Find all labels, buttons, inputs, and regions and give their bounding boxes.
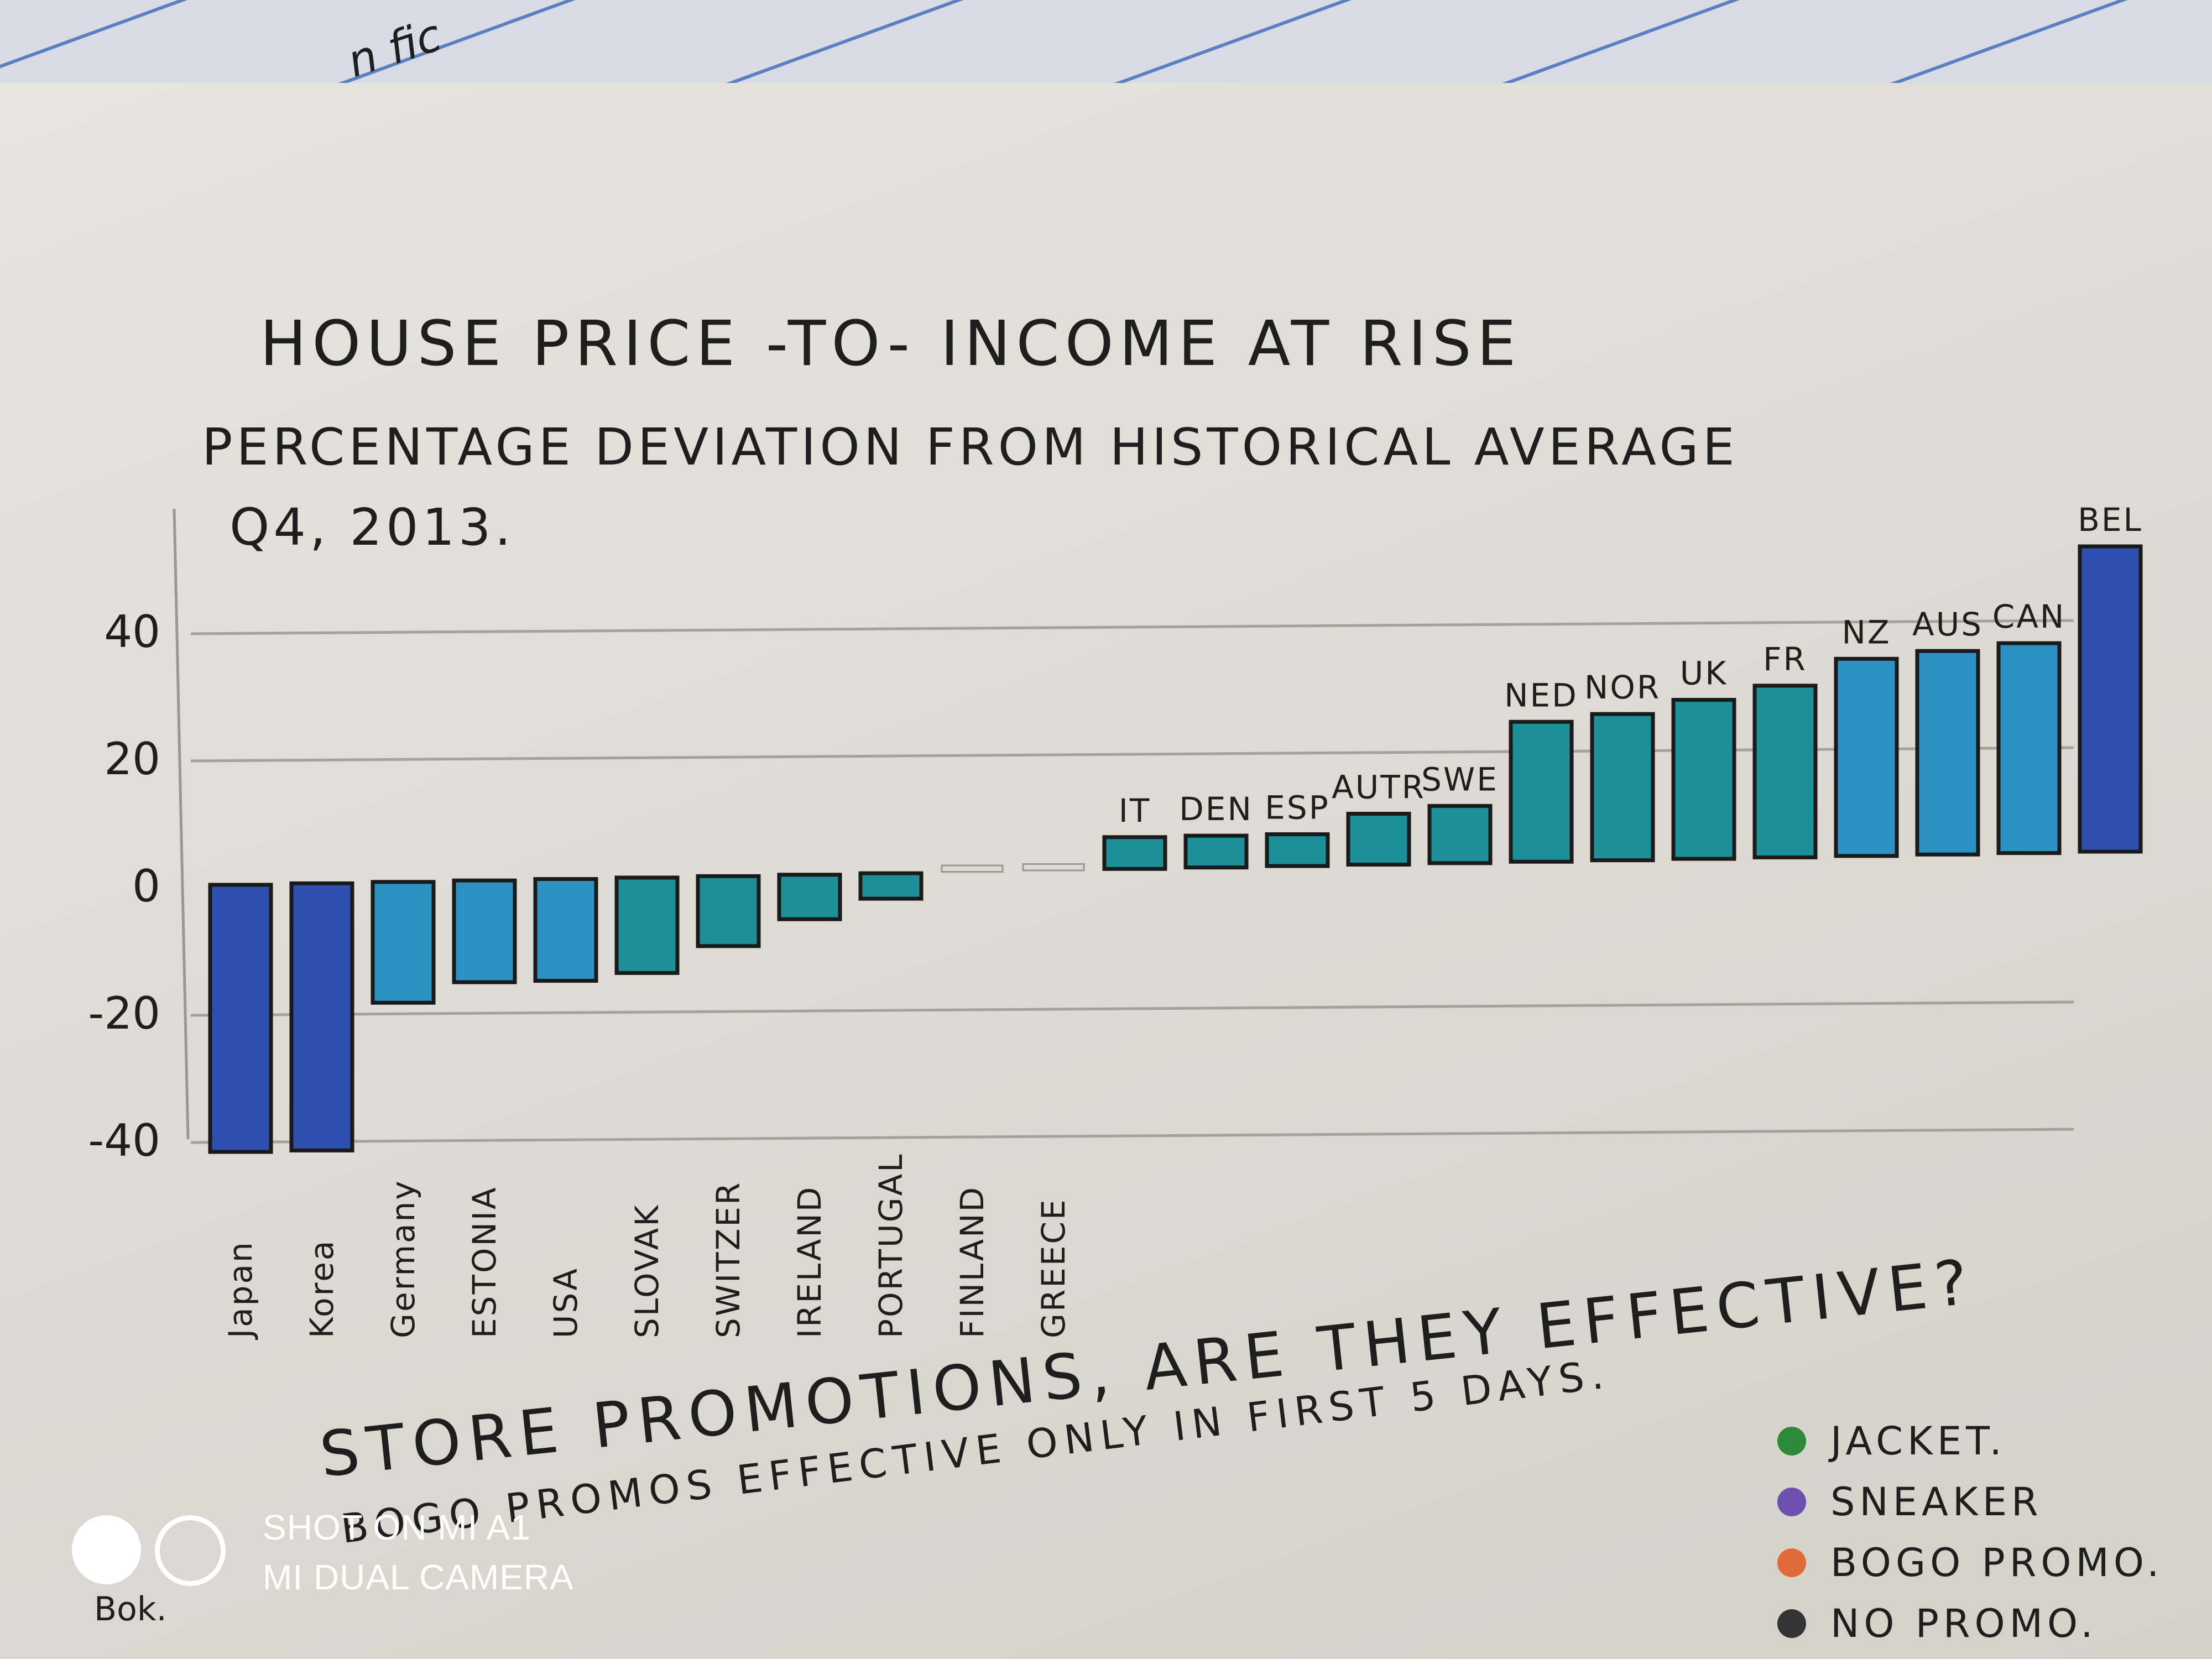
category-label: ESP <box>1265 789 1329 827</box>
y-tick-label: 0 <box>132 860 160 912</box>
legend-label: BOGO PROMO. <box>1830 1540 2163 1585</box>
bar <box>1915 649 1980 857</box>
category-label: ESTONIA <box>466 1186 503 1338</box>
category-label: SWE <box>1421 760 1499 798</box>
bar <box>1265 832 1330 868</box>
legend-label: JACKET. <box>1828 1418 2006 1464</box>
y-tick-label: -40 <box>88 1115 160 1166</box>
watermark-line-1: SHOT ON MI A1 <box>263 1507 531 1547</box>
legend-swatch <box>1777 1609 1806 1638</box>
category-label: AUTR <box>1332 768 1426 806</box>
bar <box>1022 863 1085 872</box>
category-label: UK <box>1680 655 1728 692</box>
category-label: FR <box>1763 640 1807 678</box>
chart-subtitle: PERCENTAGE DEVIATION FROM HISTORICAL AVE… <box>202 418 1739 477</box>
bar <box>1427 804 1493 865</box>
camera-ring-icon <box>155 1515 226 1586</box>
category-label: USA <box>547 1267 585 1338</box>
gridline <box>190 1000 2074 1017</box>
category-label: PORTUGAL <box>872 1152 910 1338</box>
bar <box>1509 719 1574 864</box>
top-sheet-fragment: n fic <box>341 9 447 88</box>
category-label: Japan <box>222 1240 259 1340</box>
y-tick-label: 40 <box>104 606 160 658</box>
bar <box>1346 811 1411 867</box>
category-label: SWITZER <box>709 1181 747 1338</box>
gridline <box>190 619 2074 635</box>
category-label: BEL <box>2078 501 2143 539</box>
legend-label: SNEAKER <box>1830 1479 2043 1525</box>
bar <box>289 881 354 1152</box>
y-tick-label: -20 <box>88 988 160 1039</box>
category-label: IRELAND <box>791 1186 828 1338</box>
legend-swatch <box>1777 1427 1806 1455</box>
bar <box>2078 544 2143 854</box>
bar <box>1590 712 1655 863</box>
legend-swatch <box>1777 1488 1806 1516</box>
notebook-page <box>0 83 2212 1659</box>
bar <box>1183 833 1249 870</box>
category-label: CAN <box>1992 598 2066 635</box>
camera-lens-icon <box>72 1515 141 1584</box>
bar <box>1102 835 1167 871</box>
y-axis-ticks: 40 20 0 -20 -40 <box>88 606 160 1166</box>
y-tick-label: 20 <box>104 733 160 785</box>
category-label: GREECE <box>1035 1198 1072 1338</box>
bar <box>1996 641 2062 855</box>
category-label: FINLAND <box>953 1186 991 1338</box>
category-label: Korea <box>303 1239 341 1338</box>
category-label: DEN <box>1179 790 1253 828</box>
category-label: IT <box>1119 792 1151 830</box>
bar <box>208 883 273 1154</box>
category-labels: Japan Korea Germany ESTONIA USA SLOVAK SWITZER… <box>222 501 2143 1340</box>
bars <box>208 544 2143 1154</box>
category-label: SLOVAK <box>628 1204 666 1338</box>
chart-title: HOUSE PRICE -TO- INCOME AT RISE <box>260 308 1521 380</box>
bar <box>1671 698 1736 861</box>
category-label: Germany <box>384 1179 422 1338</box>
legend-label: NO PROMO. <box>1830 1601 2098 1646</box>
category-label: NOR <box>1584 669 1661 706</box>
bar <box>858 871 924 901</box>
watermark-line-2: MI DUAL CAMERA <box>263 1557 574 1597</box>
bar <box>1834 656 1899 858</box>
camera-watermark: SHOT ON MI A1 MI DUAL CAMERA <box>66 1493 730 1626</box>
category-label: AUS <box>1912 606 1983 643</box>
bar <box>614 875 680 975</box>
bar <box>941 864 1004 873</box>
bar <box>1752 684 1818 859</box>
second-chart-legend: JACKET. SNEAKER BOGO PROMO. NO PROMO. <box>1777 1418 2163 1646</box>
bar <box>777 873 842 921</box>
chart-period: Q4, 2013. <box>229 498 515 557</box>
bar <box>371 880 436 1005</box>
bar <box>452 878 517 984</box>
gridline <box>190 1128 2074 1144</box>
bar <box>696 874 761 948</box>
y-axis-line <box>173 508 190 1140</box>
legend-swatch <box>1777 1548 1806 1577</box>
category-label: NED <box>1504 676 1578 714</box>
margin-note: Bok. <box>94 1590 167 1629</box>
category-label: NZ <box>1841 613 1891 651</box>
bar <box>533 877 598 983</box>
